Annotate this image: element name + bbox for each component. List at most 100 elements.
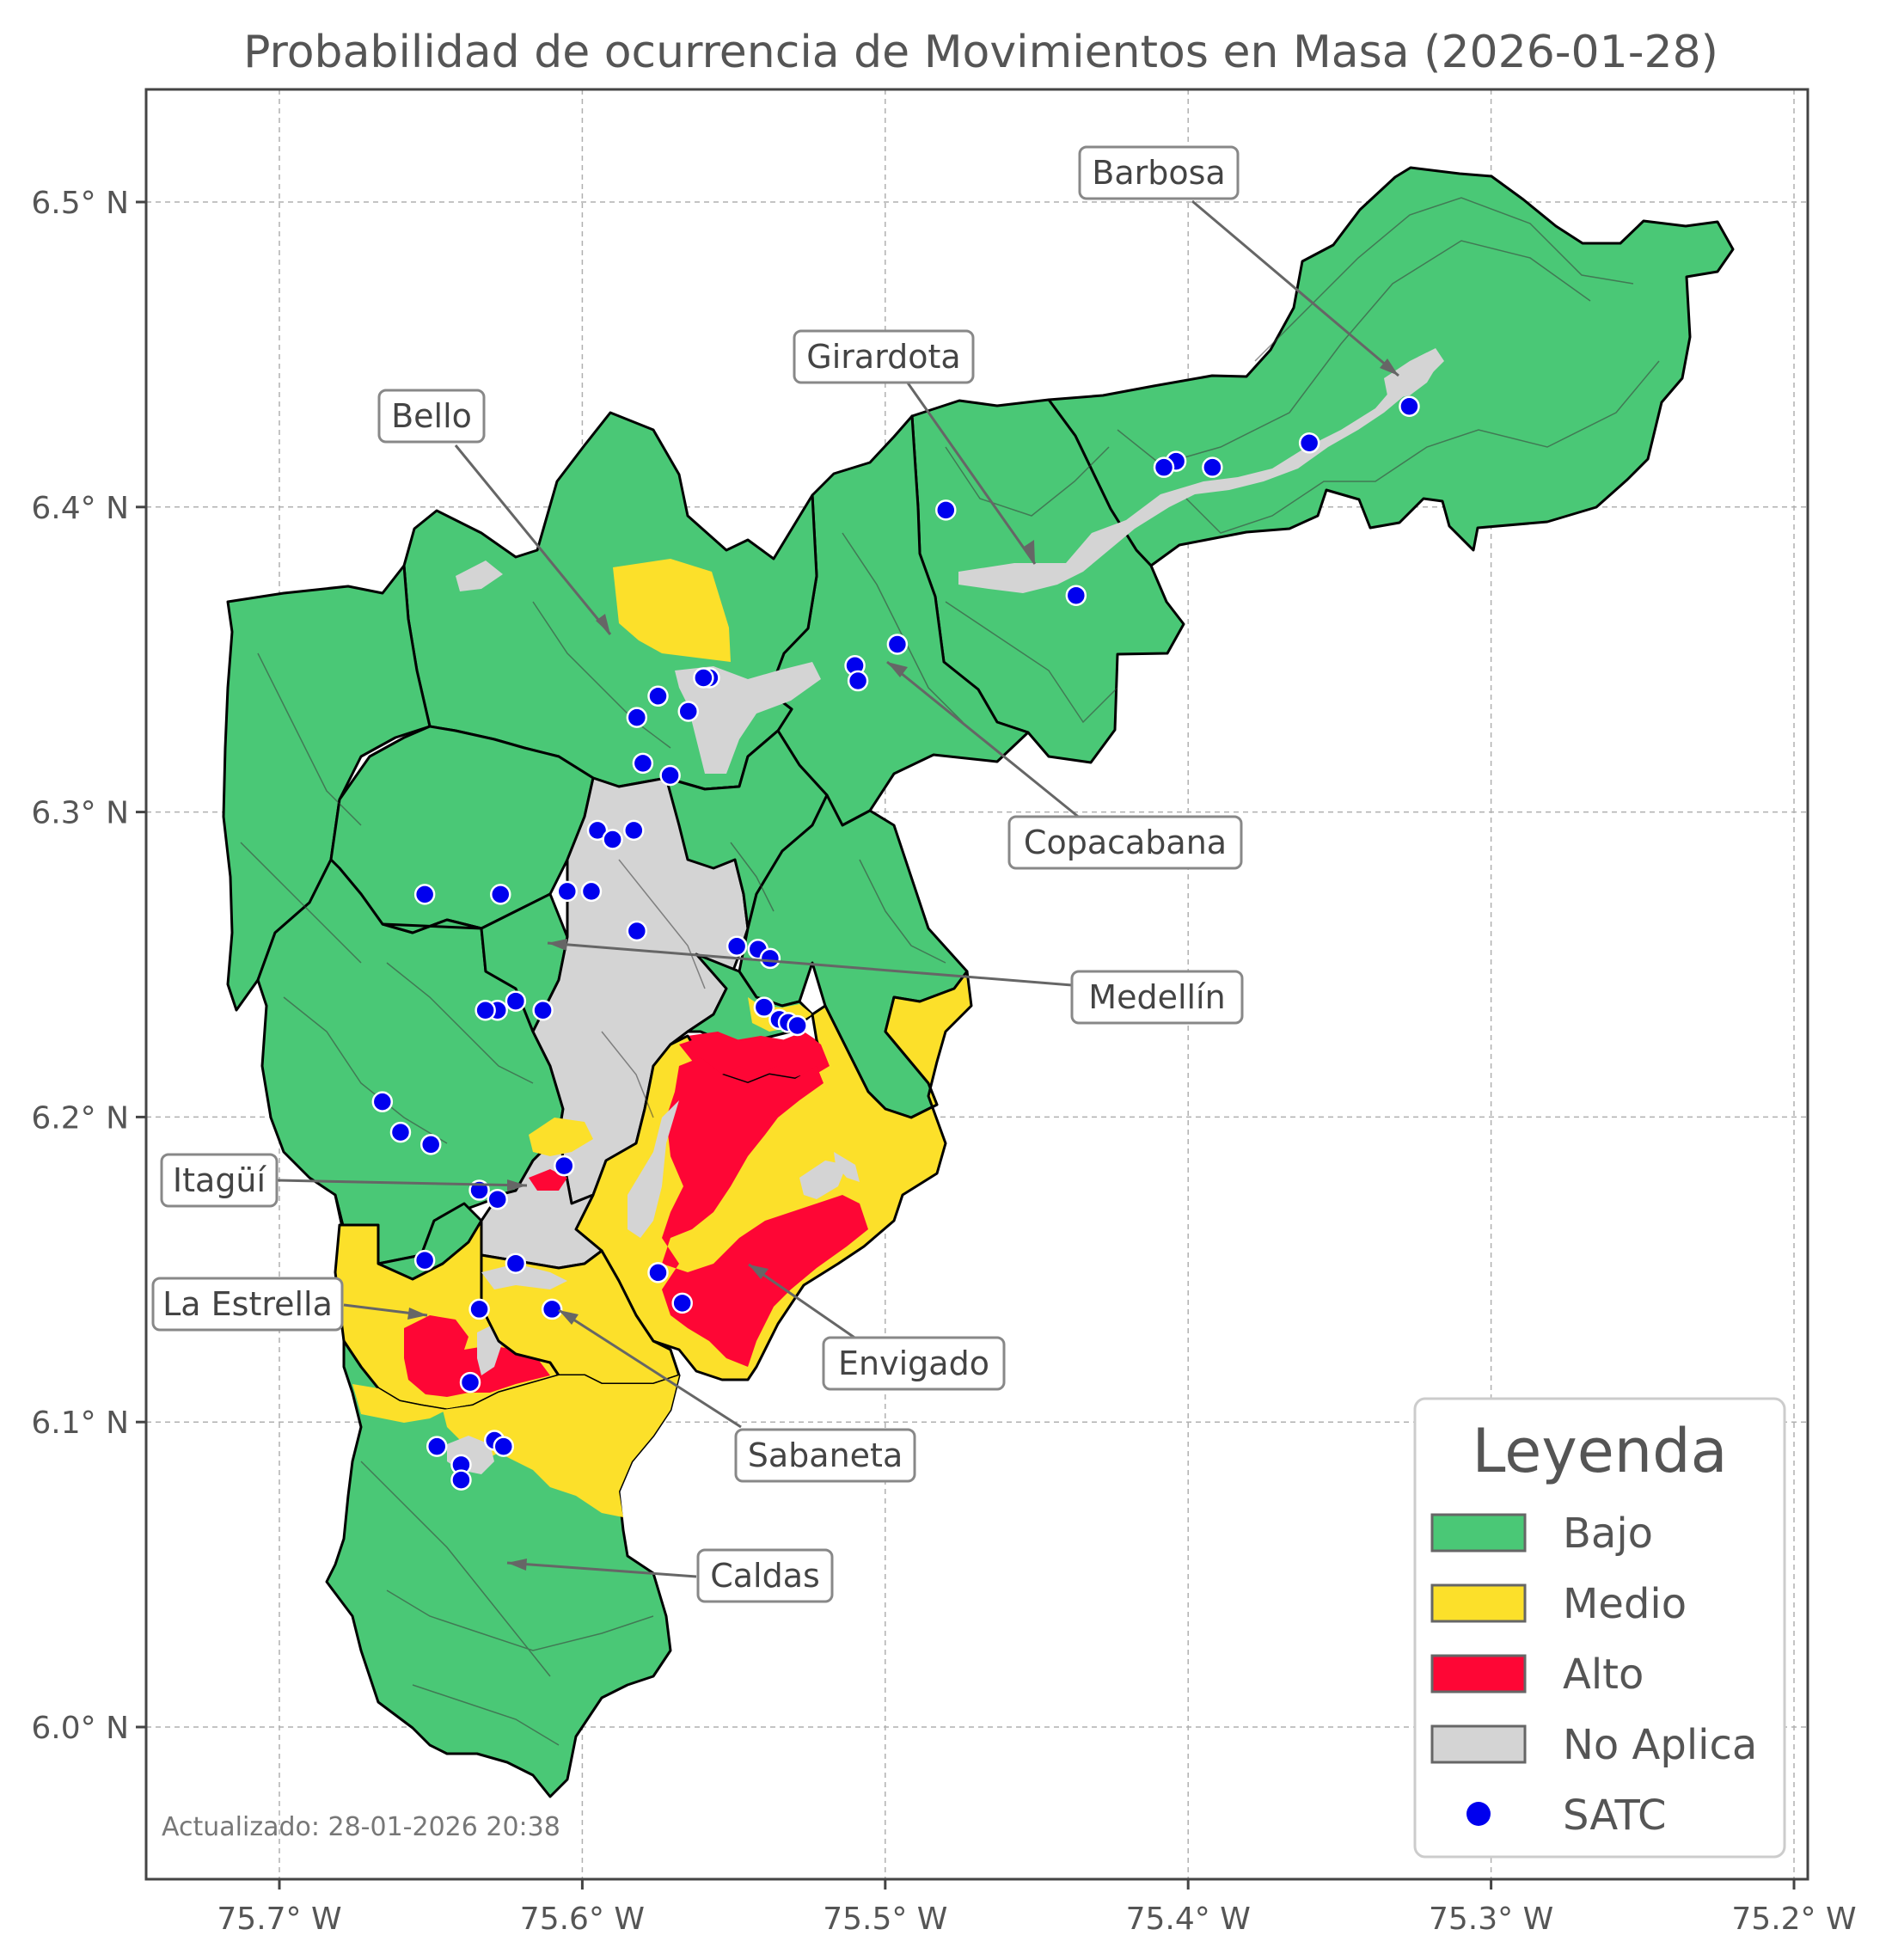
- y-tick-label-4: 6.1° N: [31, 1406, 129, 1441]
- y-tick-label-2: 6.3° N: [31, 796, 129, 831]
- arrow-girardota: [905, 381, 1037, 565]
- arrowhead-la-estrella: [407, 1308, 427, 1320]
- arrowhead-medellin: [548, 939, 567, 951]
- legend-label-bajo: Bajo: [1563, 1510, 1653, 1558]
- satc-station: [419, 1134, 442, 1155]
- callout-sabaneta: Sabaneta: [734, 1428, 916, 1483]
- callout-medellin: Medellín: [1070, 970, 1244, 1025]
- satc-station: [505, 990, 527, 1012]
- callout-caldas: Caldas: [696, 1548, 834, 1603]
- axis-ticks: 75.7° W 75.6° W 75.5° W 75.4° W 75.3° W 75.2°…: [31, 186, 1856, 1937]
- map-title: Probabilidad de ocurrencia de Movimiento…: [243, 27, 1718, 78]
- satc-station: [487, 1188, 508, 1210]
- envigado-no-aplica: [799, 1161, 847, 1199]
- satc-station: [541, 1298, 563, 1320]
- caldas-medio: [443, 1375, 679, 1517]
- satc-station: [671, 1292, 693, 1314]
- satc-station: [677, 701, 699, 722]
- valley-no-aplica: [958, 348, 1444, 593]
- arrowhead-barbosa: [1380, 358, 1399, 376]
- arrow-sabaneta: [558, 1308, 742, 1429]
- envigado-alto-main: [662, 1057, 868, 1367]
- callout-barbosa-label: Barbosa: [1092, 154, 1225, 192]
- caldas-medio-west: [352, 1384, 447, 1423]
- legend-label-medio: Medio: [1563, 1580, 1687, 1628]
- callout-barbosa: Barbosa: [1078, 145, 1240, 200]
- satc-station: [426, 1436, 448, 1457]
- satc-station: [626, 920, 648, 942]
- callout-medellin-label: Medellín: [1088, 978, 1225, 1016]
- y-tick-label-3: 6.2° N: [31, 1100, 129, 1136]
- satc-station: [505, 1253, 527, 1274]
- satc-station: [886, 634, 909, 655]
- itagui-alto: [529, 1169, 567, 1191]
- arrowhead-copacabana: [887, 662, 908, 677]
- satc-station: [693, 667, 714, 689]
- satc-station: [1399, 395, 1420, 417]
- legend-label-no-aplica: No Aplica: [1563, 1721, 1757, 1769]
- arrow-copacabana: [886, 660, 1087, 824]
- satc-station: [632, 752, 654, 775]
- updated-timestamp: Actualizado: 28-01-2026 20:38: [162, 1812, 560, 1842]
- satc-station: [647, 1262, 669, 1283]
- x-tick-label-0: 75.7° W: [217, 1902, 341, 1937]
- arrowhead-bello: [596, 614, 610, 634]
- callout-girardota-label: Girardota: [806, 338, 960, 376]
- callout-bello: Bello: [377, 389, 486, 444]
- callout-copacabana-label: Copacabana: [1024, 824, 1227, 861]
- arrowhead-sabaneta: [559, 1310, 579, 1325]
- callout-itagui-label: Itagüí: [173, 1161, 267, 1199]
- callout-itagui: Itagüí: [160, 1153, 279, 1208]
- satc-station: [726, 935, 748, 957]
- satc-station: [468, 1298, 490, 1320]
- y-tick-label-1: 6.4° N: [31, 491, 129, 526]
- x-tick-label-3: 75.4° W: [1126, 1902, 1251, 1937]
- satc-station: [450, 1469, 472, 1491]
- satc-station: [556, 880, 579, 903]
- legend-swatch-no-aplica: [1430, 1724, 1527, 1764]
- callout-arrowheads: [407, 358, 1399, 1571]
- satc-station: [759, 947, 781, 970]
- callout-copacabana: Copacabana: [1007, 815, 1243, 870]
- legend-label-satc: SATC: [1563, 1792, 1667, 1840]
- legend-swatch-medio: [1430, 1583, 1527, 1623]
- axes-frame: [144, 88, 1809, 1881]
- legend-dot-satc: [1466, 1802, 1491, 1826]
- satc-station: [659, 764, 681, 787]
- y-tick-label-0: 6.5° N: [31, 186, 129, 221]
- satc-station: [532, 999, 554, 1021]
- satc-station: [1298, 432, 1320, 454]
- satc-station: [935, 499, 957, 521]
- arrow-barbosa: [1191, 199, 1399, 377]
- satc-station: [1153, 456, 1175, 478]
- satc-station: [389, 1121, 412, 1143]
- satc-station: [1065, 585, 1087, 606]
- envigado-urban: [628, 1100, 679, 1238]
- callout-caldas-label: Caldas: [710, 1557, 820, 1595]
- satc-station: [459, 1371, 481, 1393]
- satc-station: [647, 685, 669, 707]
- bello-urban-zone: [675, 662, 821, 774]
- legend-label-alto: Alto: [1563, 1651, 1644, 1699]
- arrowhead-envigado: [749, 1265, 768, 1279]
- satc-station: [787, 1014, 808, 1037]
- arrow-itagui: [277, 1179, 528, 1187]
- satc-station: [602, 829, 623, 850]
- satc-station: [623, 819, 645, 842]
- callout-envigado: Envigado: [822, 1336, 1006, 1391]
- satc-station: [753, 996, 775, 1018]
- x-tick-label-2: 75.5° W: [823, 1902, 947, 1937]
- bello-medio-zone: [613, 559, 731, 662]
- satc-station: [554, 1155, 575, 1177]
- legend-title: Leyenda: [1472, 1416, 1727, 1486]
- x-tick-label-4: 75.3° W: [1429, 1902, 1553, 1937]
- municipality-callouts: Barbosa Girardota Bello Copacabana Medel…: [151, 145, 1244, 1603]
- legend-swatch-alto: [1430, 1654, 1527, 1694]
- satc-station: [847, 670, 869, 692]
- satc-station: [475, 999, 496, 1021]
- satc-station: [493, 1436, 515, 1457]
- satc-station: [413, 1249, 436, 1271]
- satc-station: [586, 819, 609, 842]
- satc-stations: [371, 395, 1420, 1491]
